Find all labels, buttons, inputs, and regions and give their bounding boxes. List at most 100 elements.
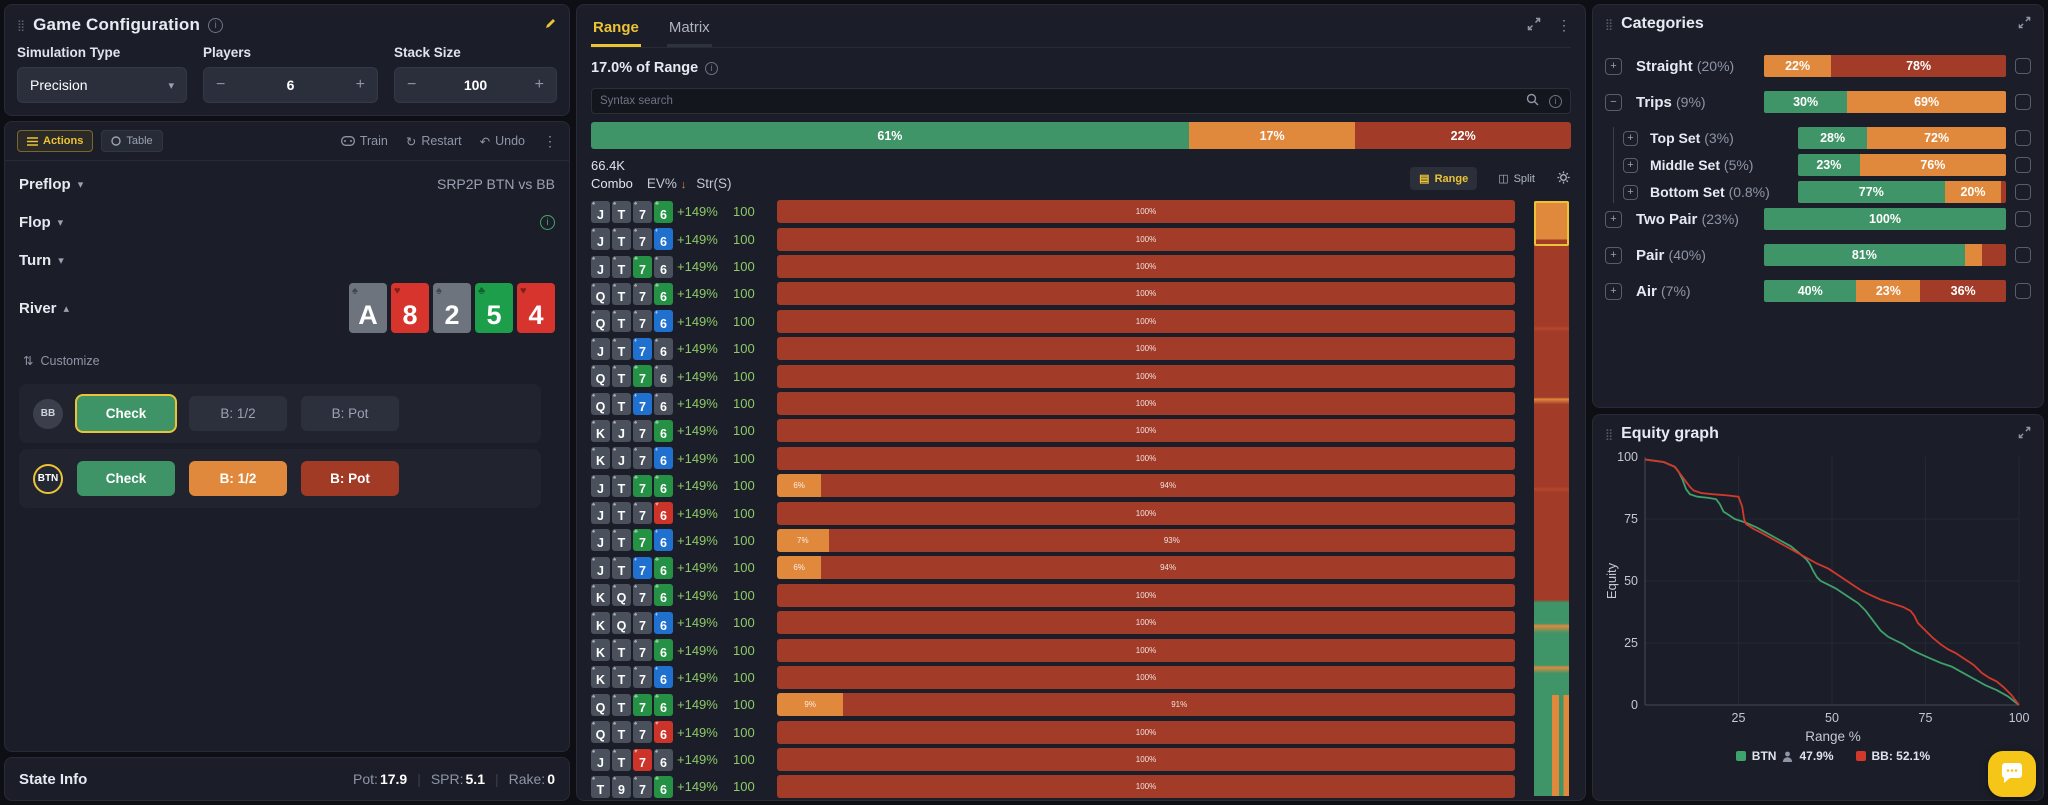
combo-row[interactable]: ♠ K ♠ Q ♠ 7 ♦ 6 +149% 100 100% bbox=[591, 609, 1515, 636]
combo-row[interactable]: ♠ J ♠ T ♠ 7 ♥ 6 +149% 100 100% bbox=[591, 499, 1515, 526]
restart-button[interactable]: ↻ Restart bbox=[405, 134, 462, 149]
expand-toggle-icon[interactable]: − bbox=[1605, 93, 1622, 111]
combo-row[interactable]: ♠ K ♠ Q ♠ 7 ♣ 6 +149% 100 100% bbox=[591, 582, 1515, 609]
combo-row[interactable]: ♠ Q ♠ T ♣ 7 ♠ 6 +149% 100 100% bbox=[591, 362, 1515, 389]
category-two-pair[interactable]: + Two Pair (23%) 100% bbox=[1605, 208, 2031, 230]
edit-icon[interactable] bbox=[544, 17, 557, 33]
action-button-b-1-2[interactable]: B: 1/2 bbox=[189, 461, 287, 496]
drag-handle-icon[interactable]: ⣿ bbox=[17, 19, 26, 32]
category-checkbox[interactable] bbox=[2015, 157, 2031, 173]
street-river[interactable]: River ▴ ♠ A ♥ 8 ♠ 2 ♣ 5 ♥ 4 bbox=[19, 279, 555, 337]
search-info-icon[interactable]: i bbox=[1549, 94, 1562, 108]
expand-toggle-icon[interactable]: + bbox=[1605, 210, 1622, 228]
action-button-b-pot[interactable]: B: Pot bbox=[301, 461, 399, 496]
flop-info-icon[interactable]: i bbox=[540, 214, 555, 230]
category-checkbox[interactable] bbox=[2015, 247, 2031, 263]
category-trips[interactable]: − Trips (9%) 30% 69% bbox=[1605, 91, 2031, 113]
category-bottom-set[interactable]: + Bottom Set (0.8%) 77% 20% bbox=[1623, 181, 2031, 203]
tab-table[interactable]: Table bbox=[101, 130, 163, 152]
view-range-button[interactable]: ▤ Range bbox=[1410, 167, 1478, 191]
expand-toggle-icon[interactable]: + bbox=[1623, 157, 1638, 173]
street-preflop[interactable]: Preflop ▾ SRP2P BTN vs BB bbox=[19, 165, 555, 203]
board-card-5-club[interactable]: ♣ 5 bbox=[475, 283, 513, 333]
suit-icon: ♠ bbox=[634, 228, 638, 235]
combo-row[interactable]: ♠ K ♠ T ♠ 7 ♦ 6 +149% 100 100% bbox=[591, 664, 1515, 691]
combo-row[interactable]: ♠ J ♠ T ♣ 7 ♠ 6 +149% 100 100% bbox=[591, 253, 1515, 280]
combo-row[interactable]: ♠ J ♠ T ♣ 7 ♣ 6 +149% 100 6% 94% bbox=[591, 472, 1515, 499]
combo-row[interactable]: ♠ J ♠ T ♦ 7 ♣ 6 +149% 100 6% 94% bbox=[591, 554, 1515, 581]
chat-button[interactable] bbox=[1988, 751, 2036, 797]
info-icon[interactable]: i bbox=[208, 17, 224, 33]
expand-toggle-icon[interactable]: + bbox=[1623, 130, 1638, 146]
players-decrement-button[interactable]: − bbox=[216, 76, 226, 93]
expand-toggle-icon[interactable]: + bbox=[1605, 246, 1622, 264]
combo-row[interactable]: ♠ T ♠ 9 ♠ 7 ♣ 6 +149% 100 100% bbox=[591, 773, 1515, 800]
category-checkbox[interactable] bbox=[2015, 283, 2031, 299]
simulation-type-select[interactable]: Precision ▾ bbox=[17, 67, 187, 103]
more-options-icon[interactable]: ⋮ bbox=[1557, 17, 1571, 33]
category-pair[interactable]: + Pair (40%) 81% bbox=[1605, 244, 2031, 266]
action-button-b-pot[interactable]: B: Pot bbox=[301, 396, 399, 431]
more-options-icon[interactable]: ⋮ bbox=[543, 132, 557, 149]
category-checkbox[interactable] bbox=[2015, 130, 2031, 146]
category-straight[interactable]: + Straight (20%) 22% 78% bbox=[1605, 55, 2031, 77]
drag-handle-icon[interactable]: ⣿ bbox=[1605, 18, 1614, 31]
expand-icon[interactable] bbox=[2018, 16, 2031, 32]
info-icon[interactable]: i bbox=[705, 61, 719, 75]
combo-row[interactable]: ♠ J ♠ T ♠ 7 ♦ 6 +149% 100 100% bbox=[591, 225, 1515, 252]
ev-column-header[interactable]: EV% ↓ bbox=[646, 176, 687, 192]
category-top-set[interactable]: + Top Set (3%) 28% 72% bbox=[1623, 127, 2031, 149]
action-button-check[interactable]: Check bbox=[77, 396, 175, 431]
train-button[interactable]: Train bbox=[340, 134, 388, 148]
combo-row[interactable]: ♠ Q ♠ T ♣ 7 ♣ 6 +149% 100 9% 91% bbox=[591, 691, 1515, 718]
category-checkbox[interactable] bbox=[2015, 211, 2031, 227]
category-air[interactable]: + Air (7%) 40% 23% 36% bbox=[1605, 280, 2031, 302]
search-icon[interactable] bbox=[1526, 93, 1539, 109]
view-split-button[interactable]: ◫ Split bbox=[1498, 172, 1535, 186]
street-flop[interactable]: Flop ▾ i bbox=[19, 203, 555, 241]
combo-row[interactable]: ♠ K ♠ T ♠ 7 ♣ 6 +149% 100 100% bbox=[591, 636, 1515, 663]
expand-toggle-icon[interactable]: + bbox=[1605, 57, 1622, 75]
expand-toggle-icon[interactable]: + bbox=[1605, 282, 1622, 300]
board-card-4-heart[interactable]: ♥ 4 bbox=[517, 283, 555, 333]
expand-icon[interactable] bbox=[2018, 426, 2031, 442]
suit-icon: ♠ bbox=[655, 748, 659, 755]
action-button-b-1-2[interactable]: B: 1/2 bbox=[189, 396, 287, 431]
combo-row[interactable]: ♠ Q ♠ T ♠ 7 ♣ 6 +149% 100 100% bbox=[591, 280, 1515, 307]
category-checkbox[interactable] bbox=[2015, 58, 2031, 74]
suit-icon: ♠ bbox=[592, 419, 596, 426]
board-card-2-spade[interactable]: ♠ 2 bbox=[433, 283, 471, 333]
mini-card-7-d: ♦ 7 bbox=[633, 337, 652, 360]
category-checkbox[interactable] bbox=[2015, 94, 2031, 110]
board-card-A-spade[interactable]: ♠ A bbox=[349, 283, 387, 333]
tab-matrix[interactable]: Matrix bbox=[666, 13, 712, 47]
aggregate-strip-selection[interactable] bbox=[1534, 201, 1569, 246]
combo-row[interactable]: ♠ Q ♠ T ♠ 7 ♥ 6 +149% 100 100% bbox=[591, 719, 1515, 746]
expand-toggle-icon[interactable]: + bbox=[1623, 184, 1638, 200]
category-middle-set[interactable]: + Middle Set (5%) 23% 76% bbox=[1623, 154, 2031, 176]
stack-decrement-button[interactable]: − bbox=[407, 76, 417, 93]
drag-handle-icon[interactable]: ⣿ bbox=[1605, 428, 1614, 441]
search-input[interactable] bbox=[600, 95, 1516, 107]
customize-button[interactable]: ⇅ Customize bbox=[5, 337, 569, 378]
combo-row[interactable]: ♠ K ♠ J ♠ 7 ♣ 6 +149% 100 100% bbox=[591, 417, 1515, 444]
settings-gear-icon[interactable] bbox=[1556, 170, 1571, 188]
combo-row[interactable]: ♠ Q ♠ T ♦ 7 ♠ 6 +149% 100 100% bbox=[591, 390, 1515, 417]
street-turn[interactable]: Turn ▾ bbox=[19, 241, 555, 279]
combo-row[interactable]: ♠ J ♠ T ♠ 7 ♣ 6 +149% 100 100% bbox=[591, 198, 1515, 225]
combo-row[interactable]: ♠ Q ♠ T ♠ 7 ♦ 6 +149% 100 100% bbox=[591, 308, 1515, 335]
combo-row[interactable]: ♠ J ♠ T ♦ 7 ♠ 6 +149% 100 100% bbox=[591, 335, 1515, 362]
expand-icon[interactable] bbox=[1527, 17, 1541, 34]
board-card-8-heart[interactable]: ♥ 8 bbox=[391, 283, 429, 333]
players-increment-button[interactable]: + bbox=[355, 76, 365, 93]
combo-row[interactable]: ♠ J ♠ T ♣ 7 ♦ 6 +149% 100 7% 93% bbox=[591, 527, 1515, 554]
combo-row[interactable]: ♠ K ♠ J ♠ 7 ♦ 6 +149% 100 100% bbox=[591, 445, 1515, 472]
combo-row[interactable]: ♠ J ♠ T ♥ 7 ♠ 6 +149% 100 100% bbox=[591, 746, 1515, 773]
action-button-check[interactable]: Check bbox=[77, 461, 175, 496]
tab-range[interactable]: Range bbox=[591, 13, 641, 47]
tab-actions[interactable]: Actions bbox=[17, 130, 94, 152]
str-column-header[interactable]: Str(S) bbox=[696, 176, 732, 192]
category-checkbox[interactable] bbox=[2015, 184, 2031, 200]
undo-button[interactable]: ↶ Undo bbox=[479, 134, 525, 149]
stack-increment-button[interactable]: + bbox=[534, 76, 544, 93]
